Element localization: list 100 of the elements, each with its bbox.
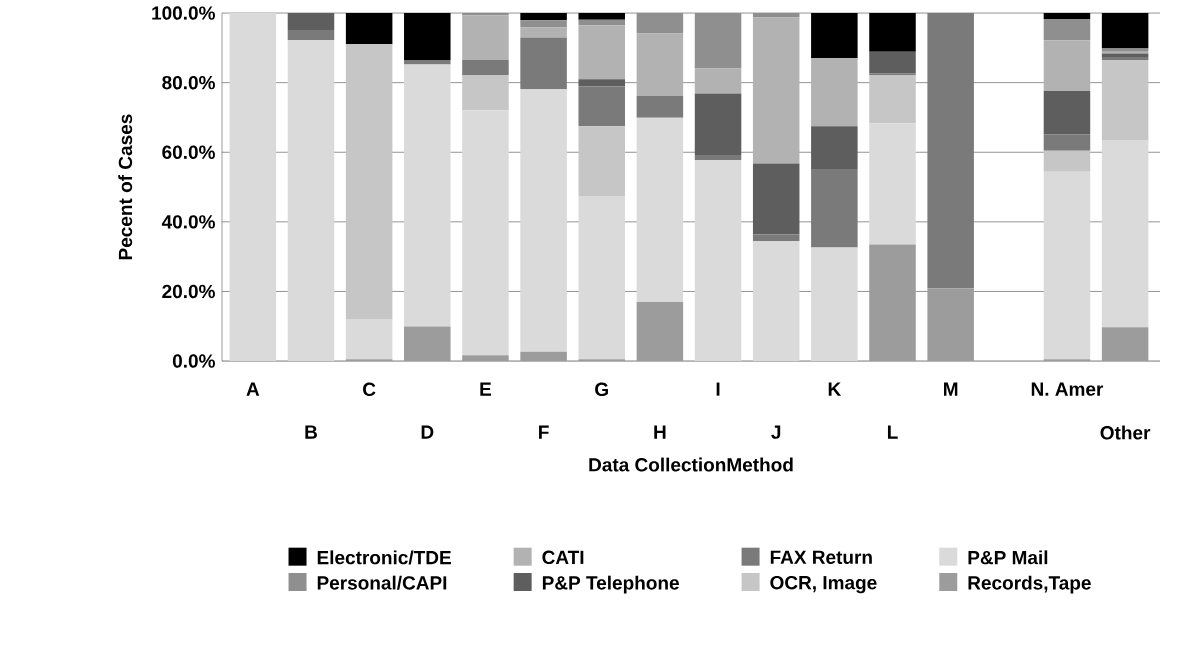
bar bbox=[636, 301, 684, 362]
bar bbox=[752, 163, 800, 235]
bar bbox=[869, 74, 916, 124]
bar bbox=[636, 117, 684, 302]
bar bbox=[1043, 40, 1091, 91]
x-tick-label: H bbox=[654, 425, 666, 439]
bar bbox=[752, 13, 800, 18]
y-axis-title: Pecent of Cases bbox=[118, 114, 133, 260]
bar bbox=[520, 20, 567, 28]
x-tick-label: A bbox=[246, 382, 260, 396]
bar bbox=[578, 13, 625, 20]
bar bbox=[1043, 90, 1091, 135]
bar bbox=[1101, 56, 1149, 61]
bar bbox=[636, 33, 684, 96]
bar bbox=[520, 37, 567, 89]
bar bbox=[752, 240, 800, 362]
bar bbox=[752, 17, 800, 164]
x-tick-label: B bbox=[305, 425, 317, 439]
bar bbox=[520, 27, 567, 38]
x-tick-label: J bbox=[771, 425, 781, 439]
bar bbox=[636, 13, 684, 34]
bar bbox=[694, 13, 742, 69]
bar bbox=[287, 30, 335, 41]
bar bbox=[578, 196, 625, 360]
bar bbox=[345, 44, 393, 319]
bar bbox=[636, 95, 684, 118]
bar bbox=[1101, 140, 1149, 328]
bar bbox=[927, 288, 974, 362]
bar bbox=[1043, 13, 1091, 19]
bar bbox=[811, 13, 858, 59]
bar bbox=[462, 355, 509, 362]
bar bbox=[462, 74, 509, 111]
y-tick-label: 100.0% bbox=[152, 6, 215, 20]
bar bbox=[694, 93, 742, 156]
bar bbox=[520, 13, 567, 21]
bar bbox=[1043, 18, 1091, 41]
bar bbox=[578, 79, 625, 87]
bar bbox=[345, 13, 393, 45]
bar bbox=[869, 51, 916, 74]
bar bbox=[462, 13, 509, 16]
legend-label: Records,Tape bbox=[968, 575, 1091, 594]
bar bbox=[404, 64, 451, 327]
bar bbox=[694, 159, 742, 362]
x-tick-label: N. Amer bbox=[1031, 382, 1104, 396]
bar bbox=[404, 13, 451, 61]
bar bbox=[287, 40, 335, 362]
x-tick-label: K bbox=[828, 382, 842, 396]
bar bbox=[1101, 13, 1149, 49]
bar bbox=[578, 86, 625, 127]
bar bbox=[404, 60, 451, 65]
x-tick-label: D bbox=[421, 425, 434, 439]
bar bbox=[1101, 60, 1149, 141]
y-tick-label: 20.0% bbox=[162, 284, 215, 299]
bar bbox=[694, 155, 742, 160]
x-tick-label: I bbox=[716, 382, 720, 396]
legend-label: Electronic/TDE bbox=[317, 550, 451, 565]
x-tick-label: M bbox=[944, 382, 958, 396]
bar bbox=[869, 13, 916, 52]
bar bbox=[1043, 171, 1091, 360]
legend-label: P&P Mail bbox=[968, 550, 1048, 565]
bar bbox=[869, 123, 916, 245]
bar bbox=[578, 19, 625, 26]
bar bbox=[462, 60, 509, 75]
bar bbox=[811, 247, 858, 362]
bar bbox=[811, 58, 858, 127]
bar bbox=[752, 234, 800, 241]
bar bbox=[811, 168, 858, 248]
bar bbox=[1043, 134, 1091, 151]
legend-label: Personal/CAPI bbox=[317, 575, 447, 590]
bar bbox=[520, 88, 567, 352]
bar bbox=[927, 13, 974, 289]
bar bbox=[520, 351, 567, 362]
bar bbox=[1101, 327, 1149, 362]
legend-label: FAX Return bbox=[770, 550, 872, 564]
bar bbox=[811, 126, 858, 169]
x-tick-label: L bbox=[887, 425, 898, 439]
x-axis-title: Data CollectionMethod bbox=[589, 457, 793, 472]
bar bbox=[462, 15, 509, 61]
bar bbox=[694, 68, 742, 94]
bar bbox=[345, 318, 393, 360]
x-tick-label: C bbox=[363, 382, 376, 397]
bar bbox=[869, 244, 916, 362]
x-tick-label: F bbox=[539, 425, 549, 439]
y-tick-label: 0.0% bbox=[172, 354, 215, 368]
bar bbox=[229, 13, 277, 362]
y-tick-label: 80.0% bbox=[162, 75, 215, 90]
x-tick-label: E bbox=[480, 382, 492, 396]
legend-label: P&P Telephone bbox=[542, 575, 679, 594]
y-tick-label: 60.0% bbox=[162, 145, 215, 159]
legend-label: CATI bbox=[542, 550, 584, 565]
legend-label: OCR, Image bbox=[770, 575, 877, 594]
bar bbox=[578, 126, 625, 197]
x-tick-label: Other bbox=[1100, 425, 1151, 440]
x-tick-label: G bbox=[595, 382, 608, 397]
y-tick-label: 40.0% bbox=[161, 215, 215, 229]
bar bbox=[578, 25, 625, 80]
bar bbox=[1043, 150, 1091, 172]
bar bbox=[404, 326, 451, 362]
bar bbox=[287, 13, 335, 31]
bar bbox=[462, 110, 509, 356]
